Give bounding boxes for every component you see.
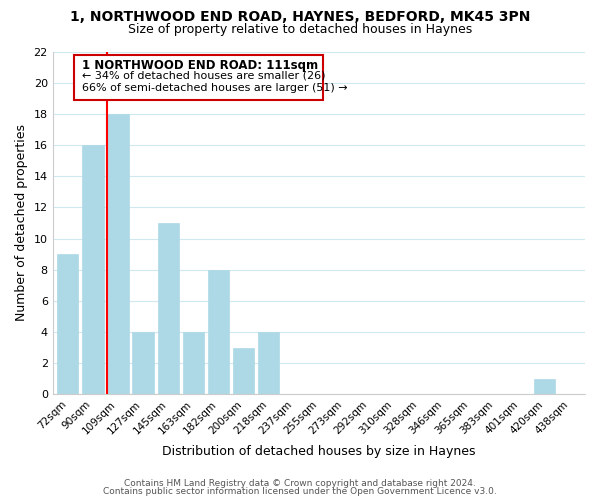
Bar	[258, 332, 279, 394]
Bar	[82, 145, 104, 394]
Text: 1 NORTHWOOD END ROAD: 111sqm: 1 NORTHWOOD END ROAD: 111sqm	[82, 58, 317, 71]
Text: ← 34% of detached houses are smaller (26): ← 34% of detached houses are smaller (26…	[82, 71, 325, 81]
X-axis label: Distribution of detached houses by size in Haynes: Distribution of detached houses by size …	[162, 444, 476, 458]
Bar	[133, 332, 154, 394]
Bar	[182, 332, 204, 394]
Bar	[534, 379, 556, 394]
Text: Contains HM Land Registry data © Crown copyright and database right 2024.: Contains HM Land Registry data © Crown c…	[124, 478, 476, 488]
Y-axis label: Number of detached properties: Number of detached properties	[15, 124, 28, 322]
Bar	[208, 270, 229, 394]
Bar	[233, 348, 254, 395]
Text: Contains public sector information licensed under the Open Government Licence v3: Contains public sector information licen…	[103, 487, 497, 496]
Text: Size of property relative to detached houses in Haynes: Size of property relative to detached ho…	[128, 22, 472, 36]
Bar	[57, 254, 79, 394]
Text: 66% of semi-detached houses are larger (51) →: 66% of semi-detached houses are larger (…	[82, 82, 347, 92]
Bar	[158, 223, 179, 394]
Text: 1, NORTHWOOD END ROAD, HAYNES, BEDFORD, MK45 3PN: 1, NORTHWOOD END ROAD, HAYNES, BEDFORD, …	[70, 10, 530, 24]
FancyBboxPatch shape	[74, 54, 323, 100]
Bar	[107, 114, 128, 394]
